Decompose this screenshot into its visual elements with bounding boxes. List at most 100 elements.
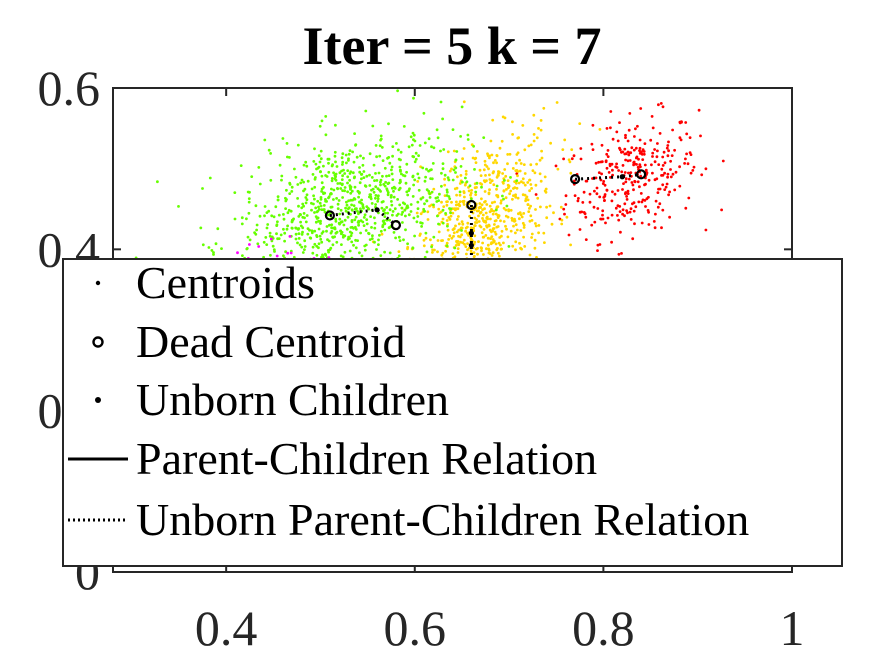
data-point bbox=[349, 191, 353, 195]
data-point bbox=[562, 157, 565, 161]
data-point bbox=[604, 221, 607, 225]
data-point bbox=[383, 228, 387, 232]
data-point bbox=[362, 224, 366, 228]
data-point bbox=[634, 146, 638, 150]
data-point bbox=[350, 208, 354, 212]
data-point bbox=[344, 153, 348, 157]
data-point bbox=[435, 200, 439, 203]
data-point bbox=[610, 199, 614, 203]
data-point bbox=[422, 244, 426, 248]
data-point bbox=[679, 138, 683, 142]
data-point bbox=[615, 162, 618, 166]
data-point bbox=[270, 235, 274, 239]
data-point bbox=[404, 228, 407, 232]
data-point bbox=[535, 136, 539, 140]
data-point bbox=[593, 220, 597, 224]
data-point bbox=[621, 188, 624, 191]
data-point bbox=[537, 231, 540, 235]
data-point bbox=[374, 194, 378, 197]
data-point bbox=[362, 176, 366, 180]
data-point bbox=[233, 191, 237, 195]
data-point bbox=[240, 216, 244, 220]
data-point bbox=[321, 254, 325, 258]
data-point bbox=[443, 183, 447, 187]
data-point bbox=[597, 160, 600, 164]
data-point bbox=[417, 154, 420, 158]
data-point bbox=[491, 238, 495, 241]
data-point bbox=[427, 169, 430, 173]
data-point bbox=[424, 231, 428, 235]
data-point bbox=[624, 133, 627, 137]
data-point bbox=[412, 133, 416, 137]
data-point bbox=[685, 152, 688, 156]
data-point bbox=[303, 245, 307, 248]
data-point bbox=[615, 130, 619, 134]
data-point bbox=[631, 202, 634, 206]
data-point bbox=[396, 212, 400, 216]
data-point bbox=[411, 246, 415, 250]
data-point bbox=[417, 188, 421, 192]
data-point bbox=[281, 137, 285, 140]
data-point bbox=[482, 253, 485, 256]
data-point bbox=[674, 170, 678, 174]
data-point bbox=[490, 201, 494, 205]
data-point bbox=[530, 236, 533, 239]
data-point bbox=[324, 198, 327, 201]
data-point bbox=[303, 187, 307, 191]
data-point bbox=[290, 226, 294, 230]
data-point bbox=[277, 213, 281, 217]
data-point bbox=[484, 234, 488, 237]
data-point bbox=[437, 207, 441, 211]
data-point bbox=[407, 189, 411, 193]
data-point bbox=[484, 211, 488, 215]
data-point bbox=[441, 208, 445, 212]
data-point bbox=[341, 189, 344, 193]
legend-entry: Unborn Parent-Children Relation bbox=[68, 494, 749, 545]
data-point bbox=[353, 175, 356, 179]
data-point bbox=[478, 211, 482, 215]
data-point bbox=[333, 235, 336, 239]
data-point bbox=[456, 218, 459, 221]
data-point bbox=[432, 205, 435, 209]
data-point bbox=[603, 194, 607, 198]
data-point bbox=[561, 148, 565, 152]
data-point bbox=[653, 148, 656, 151]
data-point bbox=[328, 248, 332, 252]
data-point bbox=[631, 237, 635, 241]
data-point bbox=[462, 190, 466, 193]
data-point bbox=[370, 226, 373, 229]
data-point bbox=[258, 182, 262, 186]
data-point bbox=[343, 186, 347, 189]
data-point bbox=[497, 174, 500, 177]
data-point bbox=[464, 169, 468, 173]
data-point bbox=[550, 222, 554, 226]
data-point bbox=[493, 159, 497, 162]
data-point bbox=[442, 148, 446, 151]
data-point bbox=[464, 176, 467, 180]
data-point bbox=[487, 251, 491, 255]
data-point bbox=[398, 168, 402, 172]
data-point bbox=[464, 226, 468, 230]
data-point bbox=[441, 251, 445, 255]
data-point bbox=[383, 222, 387, 226]
data-point bbox=[374, 203, 377, 206]
data-point bbox=[376, 199, 380, 203]
data-point bbox=[678, 120, 682, 124]
data-point bbox=[639, 174, 643, 178]
data-point bbox=[333, 150, 337, 154]
data-point bbox=[593, 189, 596, 193]
data-point bbox=[523, 172, 527, 175]
data-point bbox=[530, 219, 534, 222]
data-point bbox=[563, 212, 566, 216]
data-point bbox=[334, 160, 337, 164]
data-point bbox=[323, 252, 327, 256]
data-point bbox=[449, 211, 452, 215]
data-point bbox=[511, 120, 514, 124]
data-point bbox=[601, 217, 605, 221]
data-point bbox=[332, 198, 335, 201]
data-point bbox=[411, 175, 415, 179]
data-point bbox=[398, 239, 402, 243]
data-point bbox=[457, 203, 460, 207]
data-point bbox=[647, 195, 650, 199]
data-point bbox=[380, 232, 384, 236]
